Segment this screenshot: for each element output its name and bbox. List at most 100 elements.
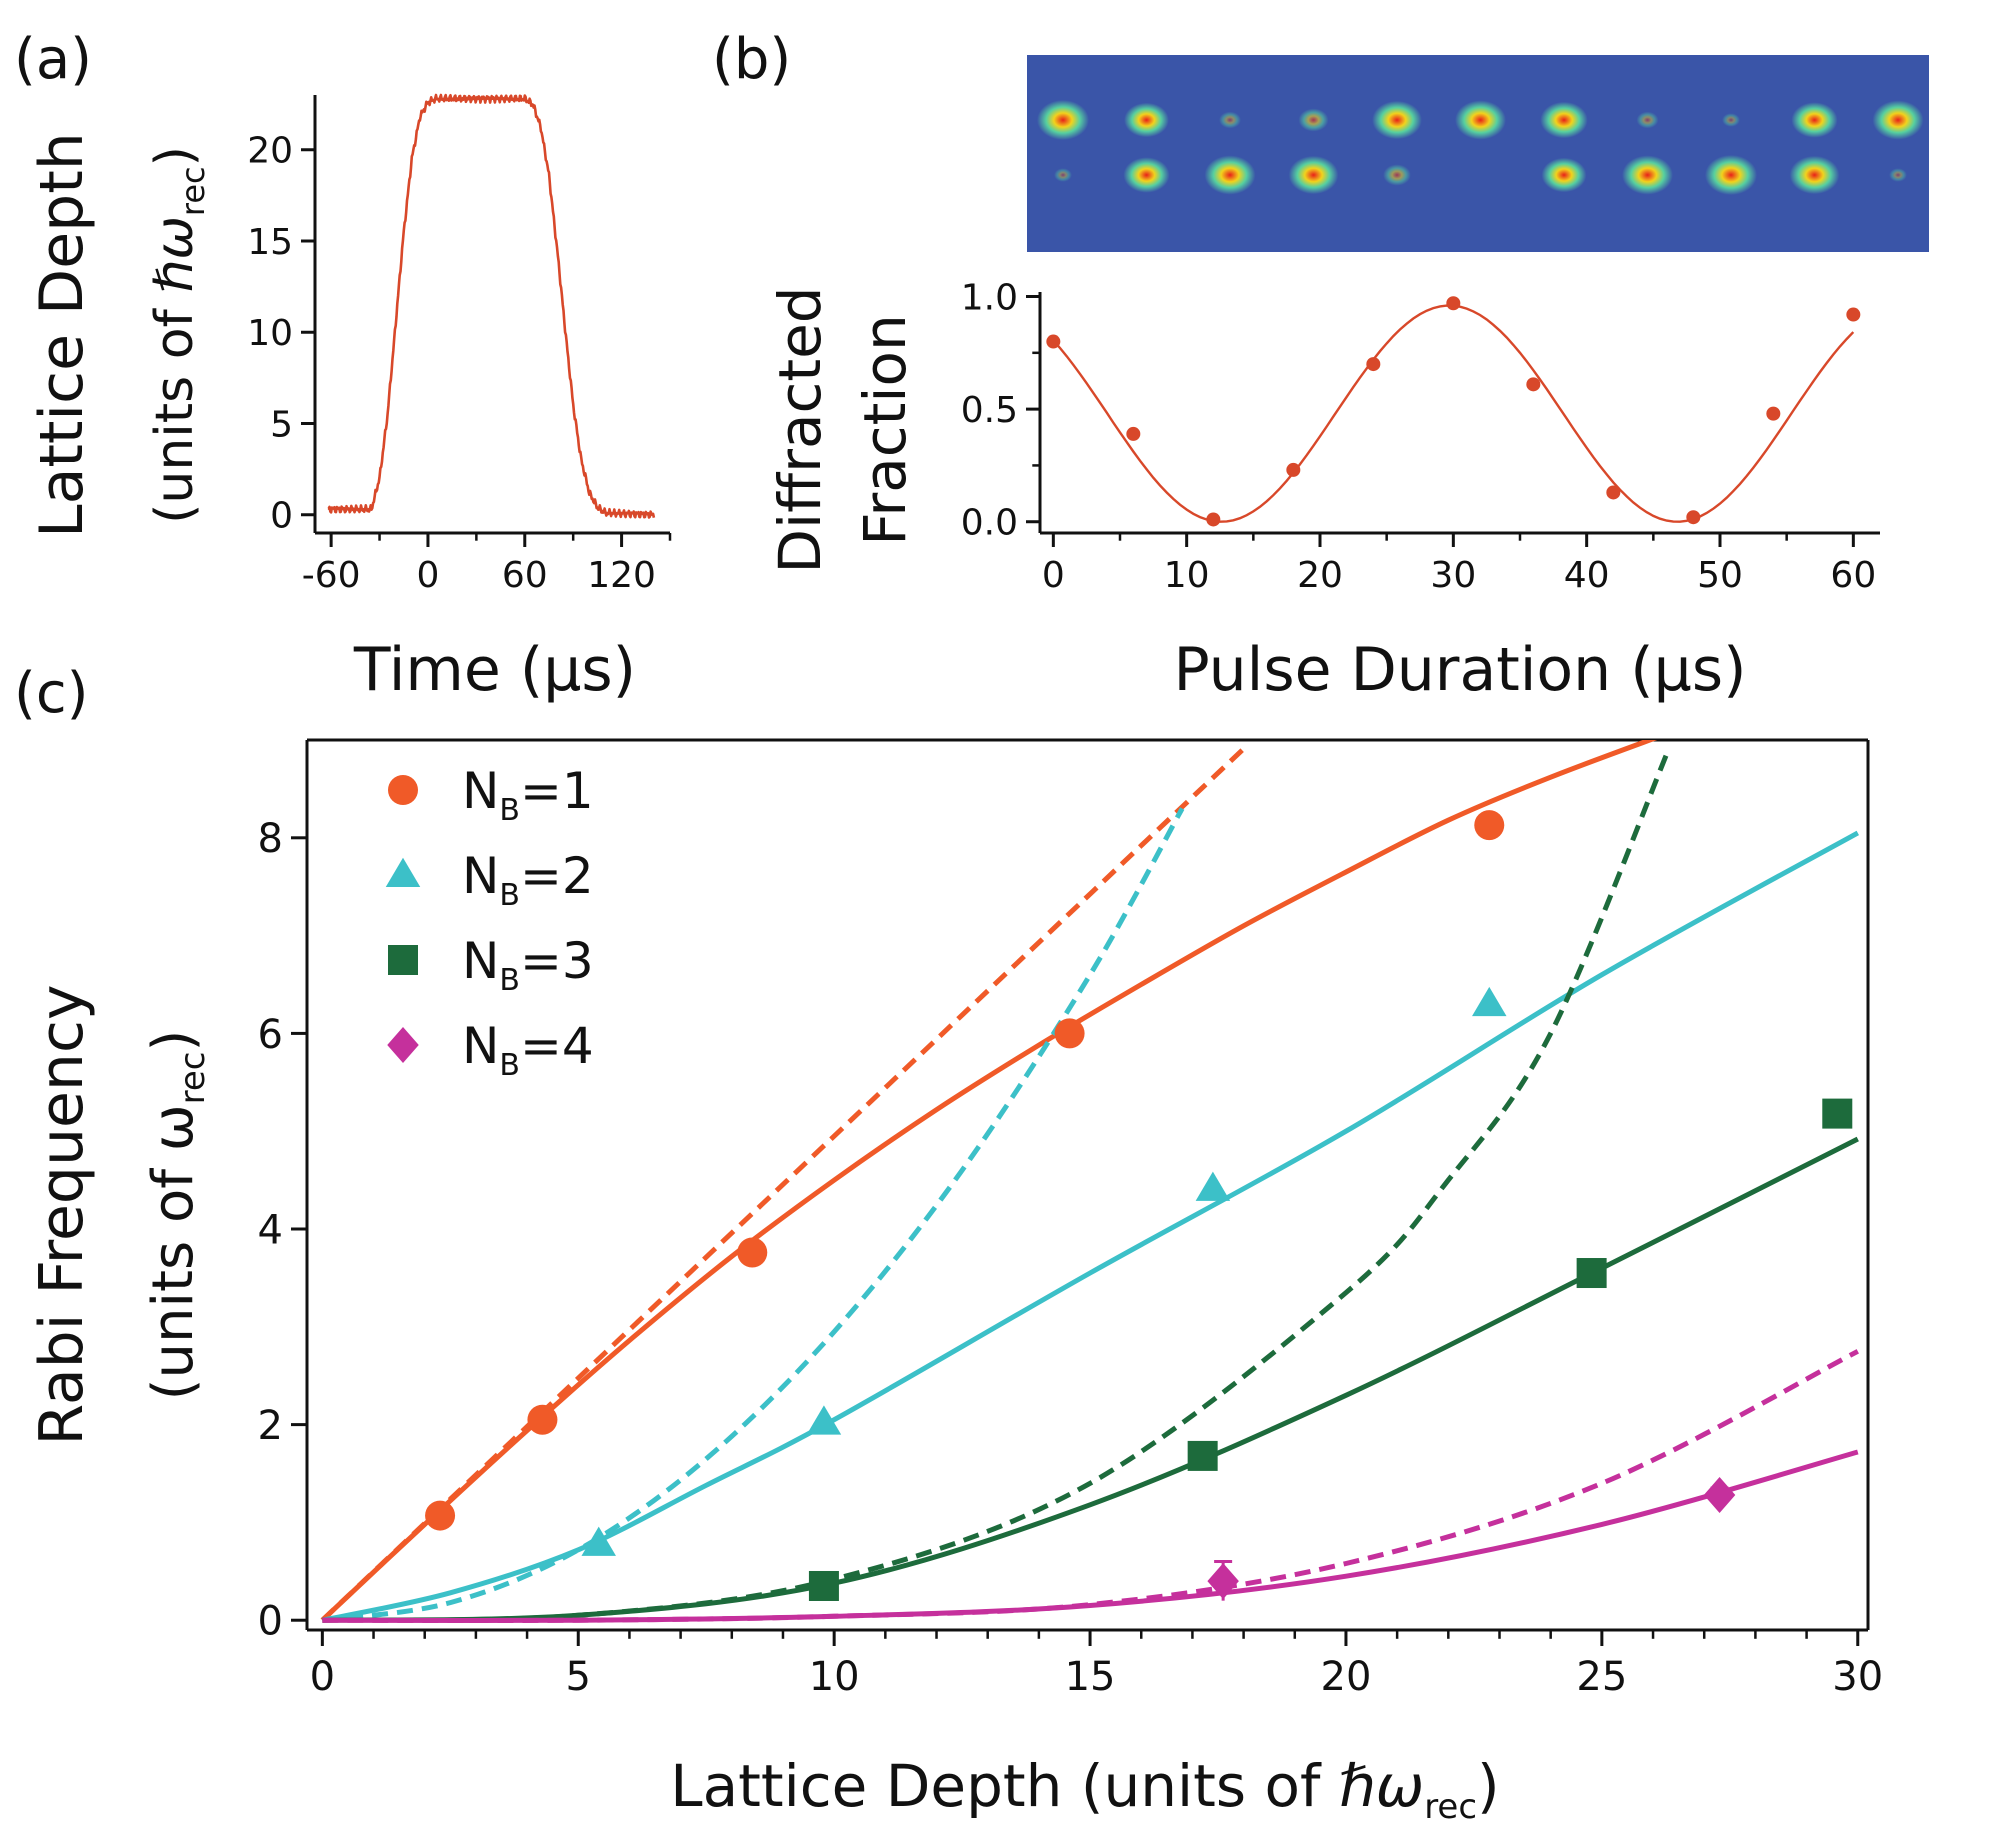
legend-label-main: N bbox=[462, 762, 499, 820]
data-point-square bbox=[808, 1570, 839, 1601]
atom-cloud-bottom bbox=[1789, 155, 1840, 195]
data-point-triangle bbox=[806, 1405, 842, 1435]
legend-label-main: N bbox=[462, 1017, 499, 1075]
data-point bbox=[1686, 510, 1701, 525]
panel-label-c: (c) bbox=[14, 661, 88, 726]
legend-label: NB=3 bbox=[462, 932, 594, 998]
diffraction-orders bbox=[1037, 100, 1924, 195]
panel-a-ylabel: Lattice Depth bbox=[27, 132, 97, 538]
legend-label-eq: =3 bbox=[520, 932, 594, 990]
atom-cloud-top bbox=[1636, 111, 1659, 129]
x-tick-label: 30 bbox=[1832, 1654, 1883, 1700]
x-tick-label: 120 bbox=[587, 555, 656, 596]
y-tick-label: 4 bbox=[258, 1207, 283, 1253]
legend-label-eq: =2 bbox=[520, 847, 594, 905]
panel-b-chart: Diffracted Fraction Pulse Duration (μs) … bbox=[766, 55, 1929, 705]
panel-b-ylabel-2: Fraction bbox=[851, 314, 919, 546]
data-point-circle bbox=[425, 1500, 456, 1531]
data-point-square bbox=[1576, 1258, 1607, 1289]
x-tick-label: 60 bbox=[1830, 555, 1876, 596]
x-tick-label: 0 bbox=[310, 1654, 335, 1700]
data-point-triangle bbox=[1472, 986, 1507, 1017]
data-point bbox=[1446, 296, 1461, 311]
y-tick-label: 15 bbox=[247, 222, 293, 263]
y-tick-label: 20 bbox=[247, 131, 293, 172]
x-tick-label: -60 bbox=[302, 555, 361, 596]
data-point-square bbox=[1187, 1440, 1218, 1471]
x-tick-label: 60 bbox=[502, 555, 548, 596]
legend-label-sub: B bbox=[499, 963, 520, 998]
panel-b-ylabel: Diffracted bbox=[766, 286, 834, 573]
legend-marker-triangle bbox=[385, 857, 421, 887]
atom-cloud-bottom bbox=[1889, 168, 1907, 182]
legend-label-sub: B bbox=[499, 793, 520, 828]
atom-cloud-bottom bbox=[1383, 164, 1411, 186]
y-tick-label: 0.5 bbox=[961, 390, 1018, 431]
atom-cloud-top bbox=[1791, 102, 1838, 138]
legend: NB=1NB=2NB=3NB=4 bbox=[385, 762, 594, 1083]
data-point bbox=[1126, 426, 1141, 441]
atom-cloud-bottom bbox=[1288, 155, 1339, 195]
atom-cloud-image bbox=[1027, 55, 1929, 252]
atom-cloud-top bbox=[1455, 100, 1506, 140]
rabi-fit-curve bbox=[1052, 304, 1855, 523]
y-tick-label: 2 bbox=[258, 1403, 283, 1449]
data-point bbox=[1606, 485, 1621, 500]
y-tick-label: 6 bbox=[258, 1012, 283, 1058]
data-point bbox=[1206, 512, 1221, 527]
legend-label: NB=1 bbox=[462, 762, 594, 828]
y-tick-label: 0.0 bbox=[961, 503, 1018, 544]
x-tick-label: 5 bbox=[566, 1654, 591, 1700]
atom-cloud-top bbox=[1372, 100, 1422, 140]
data-point bbox=[1846, 307, 1861, 322]
data-point-square bbox=[1822, 1098, 1853, 1129]
panel-a-chart: Lattice Depth (units of ℏωrec) Time (μs)… bbox=[27, 93, 672, 705]
x-tick-label: 0 bbox=[417, 555, 440, 596]
legend-marker-circle bbox=[388, 775, 418, 805]
panel-c-xlabel: Lattice Depth (units of ℏωrec) bbox=[670, 1752, 1499, 1827]
data-point bbox=[1286, 462, 1301, 477]
x-tick-label: 0 bbox=[1042, 555, 1065, 596]
legend-label: NB=2 bbox=[462, 847, 594, 913]
legend-marker-diamond bbox=[387, 1027, 419, 1063]
data-point-triangle bbox=[1195, 1171, 1231, 1201]
atom-cloud-bottom bbox=[1054, 168, 1072, 182]
data-point-circle bbox=[737, 1237, 768, 1268]
data-point bbox=[1526, 377, 1541, 392]
data-point-circle bbox=[1054, 1018, 1085, 1049]
atom-cloud-bottom bbox=[1622, 155, 1673, 195]
y-tick-label: 1.0 bbox=[961, 277, 1018, 318]
atom-cloud-bottom bbox=[1204, 155, 1256, 195]
x-tick-label: 10 bbox=[809, 1654, 860, 1700]
atom-cloud-bottom bbox=[1705, 155, 1757, 195]
y-tick-label: 0 bbox=[258, 1599, 283, 1645]
data-point-diamond bbox=[1207, 1563, 1239, 1600]
atom-cloud-top bbox=[1037, 100, 1089, 140]
dashed-fit-n-b-2 bbox=[322, 807, 1185, 1623]
atom-cloud-bottom bbox=[1123, 157, 1170, 193]
panel-b-xlabel: Pulse Duration (μs) bbox=[1174, 635, 1747, 705]
panel-label-b: (b) bbox=[712, 27, 791, 92]
legend-label-eq: =1 bbox=[520, 762, 594, 820]
x-tick-label: 15 bbox=[1065, 1654, 1116, 1700]
data-point-circle bbox=[527, 1404, 558, 1435]
y-tick-label: 8 bbox=[258, 816, 283, 862]
x-tick-label: 50 bbox=[1697, 555, 1743, 596]
legend-label-sub: B bbox=[499, 878, 520, 913]
data-point bbox=[1046, 334, 1061, 349]
legend-label-main: N bbox=[462, 847, 499, 905]
x-tick-label: 20 bbox=[1297, 555, 1343, 596]
y-tick-label: 10 bbox=[247, 313, 293, 354]
atom-cloud-bottom bbox=[1541, 157, 1587, 193]
data-point-circle bbox=[1474, 810, 1505, 841]
x-tick-label: 10 bbox=[1164, 555, 1210, 596]
atom-cloud-top bbox=[1124, 102, 1169, 138]
solid-fit-n-b-3 bbox=[322, 1136, 1859, 1623]
legend-marker-square bbox=[388, 945, 418, 975]
panel-a-xlabel: Time (μs) bbox=[353, 635, 636, 705]
atom-cloud-top bbox=[1722, 113, 1740, 127]
data-point-diamond bbox=[1703, 1477, 1736, 1514]
data-point bbox=[1366, 357, 1381, 372]
atom-cloud-top bbox=[1219, 111, 1241, 129]
